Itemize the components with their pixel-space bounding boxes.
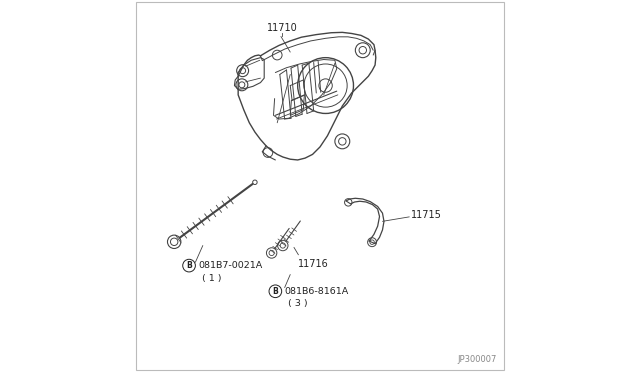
Text: B: B (273, 287, 278, 296)
Text: ( 3 ): ( 3 ) (289, 299, 308, 308)
Text: B: B (186, 261, 192, 270)
Text: JP300007: JP300007 (458, 355, 497, 364)
Text: 11715: 11715 (411, 210, 442, 219)
Text: ( 1 ): ( 1 ) (202, 274, 221, 283)
Text: 11710: 11710 (267, 23, 298, 33)
Text: 081B6-8161A: 081B6-8161A (285, 287, 349, 296)
Text: 081B7-0021A: 081B7-0021A (198, 261, 262, 270)
Text: 11716: 11716 (298, 259, 329, 269)
